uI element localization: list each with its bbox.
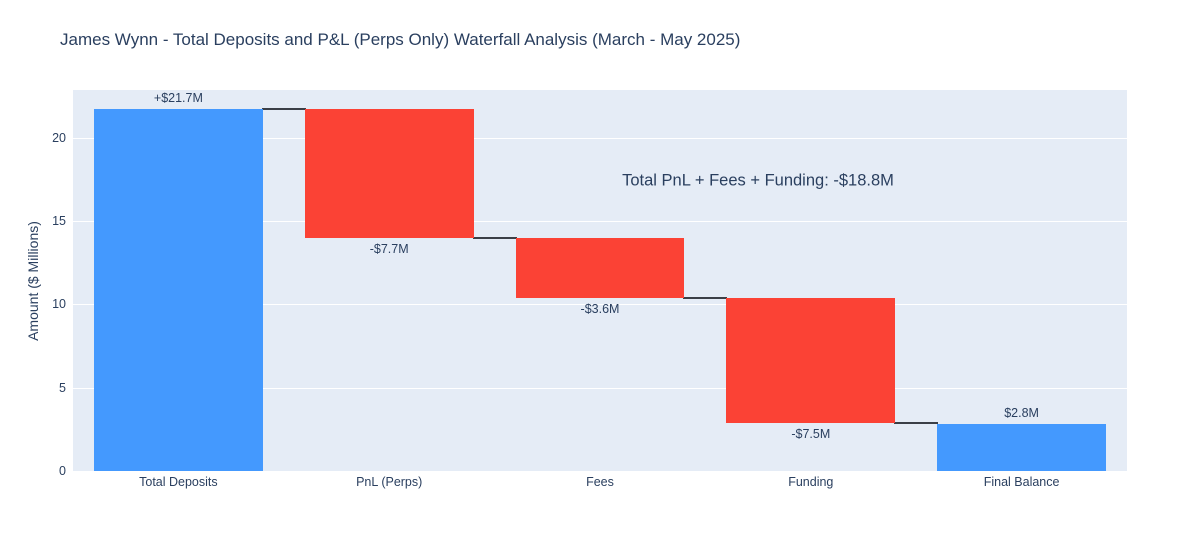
bar-value-label-funding: -$7.5M: [791, 426, 831, 441]
x-tick-total-deposits: Total Deposits: [139, 475, 218, 489]
gridline-y-5: [73, 387, 1127, 389]
y-tick-15: 15: [52, 213, 66, 228]
connector-pnl-perps-to-fees: [472, 236, 517, 239]
x-tick-fees: Fees: [586, 475, 614, 489]
x-tick-pnl-perps: PnL (Perps): [356, 475, 423, 489]
gridline-y-10: [73, 304, 1127, 306]
gridline-y-15: [73, 220, 1127, 222]
x-tick-funding: Funding: [788, 475, 834, 489]
bar-value-label-total-deposits: +$21.7M: [153, 91, 203, 106]
plot-area[interactable]: [73, 90, 1127, 471]
annotation-total-pnl: Total PnL + Fees + Funding: -$18.8M: [622, 171, 894, 190]
y-tick-5: 5: [59, 380, 66, 395]
gridline-y-20: [73, 137, 1127, 139]
bar-value-label-fees: -$3.6M: [580, 301, 620, 316]
y-tick-0: 0: [59, 464, 66, 478]
y-axis-title: Amount ($ Millions): [25, 221, 41, 341]
y-tick-10: 10: [52, 297, 66, 312]
x-tick-final-balance: Final Balance: [983, 475, 1060, 489]
chart-title: James Wynn - Total Deposits and P&L (Per…: [60, 30, 741, 49]
y-tick-20: 20: [52, 130, 66, 145]
bar-pnl-perps[interactable]: [304, 109, 474, 238]
connector-funding-to-final-balance: [894, 421, 939, 424]
bar-funding[interactable]: [726, 297, 896, 423]
bar-fees[interactable]: [515, 237, 685, 298]
bar-final-balance[interactable]: [937, 424, 1106, 471]
bar-value-label-final-balance: $2.8M: [1004, 406, 1039, 421]
connector-total-deposits-to-pnl-perps: [261, 108, 306, 111]
bar-total-deposits[interactable]: [94, 109, 263, 471]
connector-fees-to-funding: [683, 296, 728, 299]
bar-value-label-pnl-perps: -$7.7M: [369, 241, 409, 256]
